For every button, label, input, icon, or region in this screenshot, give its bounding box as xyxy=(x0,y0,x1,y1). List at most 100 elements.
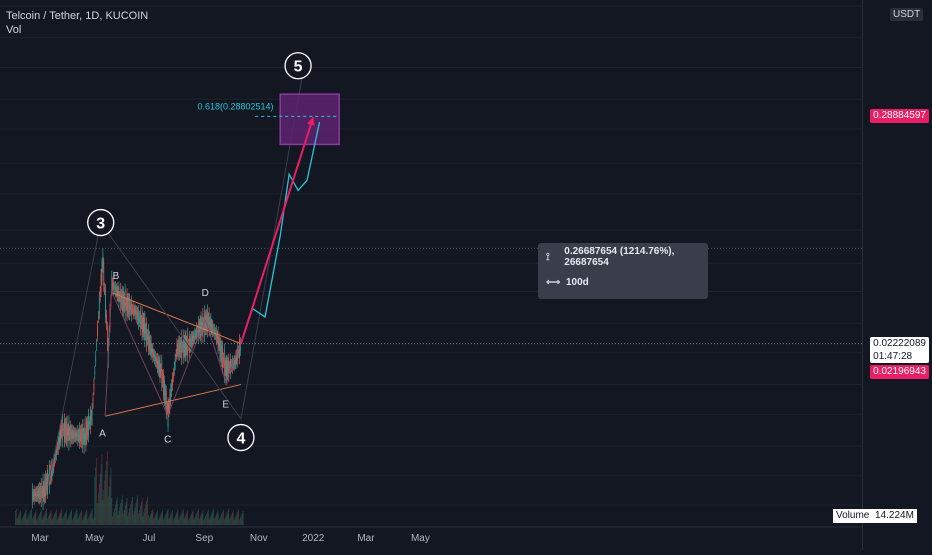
candle-body xyxy=(210,318,212,332)
wave-letter-label: A xyxy=(99,428,106,439)
candle-body xyxy=(174,358,176,365)
x-tick-label: Nov xyxy=(250,533,268,544)
volume-bar xyxy=(165,515,166,525)
volume-bar xyxy=(125,501,127,525)
volume-bar xyxy=(215,516,216,525)
volume-bar xyxy=(48,514,50,525)
volume-bar xyxy=(207,509,209,525)
volume-bar xyxy=(240,517,241,525)
candle-body xyxy=(143,318,145,335)
candle-body xyxy=(132,305,134,314)
candle-body xyxy=(140,310,141,331)
candle-body xyxy=(190,336,192,347)
candle-body xyxy=(98,316,99,318)
candle-body xyxy=(116,287,118,297)
candle-body xyxy=(58,436,60,445)
candle-body xyxy=(118,286,120,304)
volume-bar xyxy=(191,511,193,525)
volume-bar xyxy=(117,514,119,525)
candle-body xyxy=(87,421,89,435)
countdown-label: 01:47:28 xyxy=(873,351,913,362)
candle-body xyxy=(128,297,130,315)
volume-bar xyxy=(184,516,186,525)
candle-body xyxy=(156,358,157,364)
wave-abcde-path xyxy=(104,291,242,417)
volume-bar xyxy=(201,512,203,525)
candle-body xyxy=(164,380,165,401)
volume-bar xyxy=(51,520,53,525)
volume-bar xyxy=(213,508,214,525)
candle-body xyxy=(178,340,180,356)
candle-body xyxy=(98,297,100,315)
volume-bar xyxy=(173,520,174,525)
candle-body xyxy=(206,313,207,330)
candle-body xyxy=(148,335,150,349)
price-axis[interactable] xyxy=(862,0,932,550)
volume-bar xyxy=(132,514,134,525)
volume-bar xyxy=(29,513,30,525)
candle-body xyxy=(126,293,128,316)
candle-body xyxy=(37,491,39,497)
volume-bar xyxy=(165,513,167,525)
volume-bar xyxy=(162,509,164,525)
volume-bar xyxy=(113,512,114,525)
volume-bar xyxy=(92,518,94,525)
candle-body xyxy=(56,446,58,450)
volume-bar xyxy=(84,513,86,525)
candle-body xyxy=(141,311,143,336)
candle-body xyxy=(152,348,154,358)
candle-body xyxy=(147,333,148,341)
volume-bar xyxy=(148,514,149,525)
volume-bar xyxy=(212,511,214,525)
candle-body xyxy=(122,290,123,311)
volume-bar xyxy=(98,483,100,525)
candle-body xyxy=(72,429,73,440)
volume-bar xyxy=(79,514,80,525)
volume-bar xyxy=(36,520,38,525)
candle-body xyxy=(136,310,138,318)
volume-bar xyxy=(56,509,57,525)
volume-bar xyxy=(75,511,77,525)
volume-bar xyxy=(99,473,101,525)
candle-body xyxy=(39,487,40,499)
volume-bar xyxy=(59,513,61,525)
volume-bar xyxy=(220,515,222,525)
volume-bar xyxy=(148,517,150,525)
volume-bar xyxy=(97,503,98,525)
volume-bar xyxy=(170,514,172,525)
candle-body xyxy=(149,339,151,351)
volume-bar xyxy=(56,519,58,525)
candle-body xyxy=(163,374,164,396)
volume-bar xyxy=(20,510,22,525)
volume-bar xyxy=(43,515,45,525)
candle-body xyxy=(45,475,47,498)
volume-bar xyxy=(190,513,192,525)
volume-bar xyxy=(73,515,75,525)
candle-body xyxy=(42,478,44,505)
volume-bar xyxy=(176,511,178,525)
volume-bar xyxy=(222,511,223,525)
projection-path xyxy=(240,121,321,344)
volume-bar xyxy=(238,509,239,525)
volume-bar xyxy=(204,518,206,525)
volume-bar xyxy=(241,513,243,525)
volume-bar xyxy=(68,515,70,525)
volume-bar xyxy=(31,518,33,525)
candle-body xyxy=(73,432,75,437)
volume-bar xyxy=(209,517,211,525)
volume-bar xyxy=(23,513,25,525)
volume-bar xyxy=(160,513,162,525)
volume-bar xyxy=(190,515,191,525)
candle-body xyxy=(123,297,125,308)
candle-body xyxy=(113,282,114,290)
candle-body xyxy=(100,274,102,292)
volume-bar xyxy=(28,515,30,525)
volume-bar xyxy=(102,499,104,525)
volume-bar xyxy=(206,513,207,525)
volume-bar xyxy=(115,504,116,525)
candle-body xyxy=(142,317,144,332)
candle-body xyxy=(171,384,172,392)
candle-body xyxy=(183,340,185,353)
